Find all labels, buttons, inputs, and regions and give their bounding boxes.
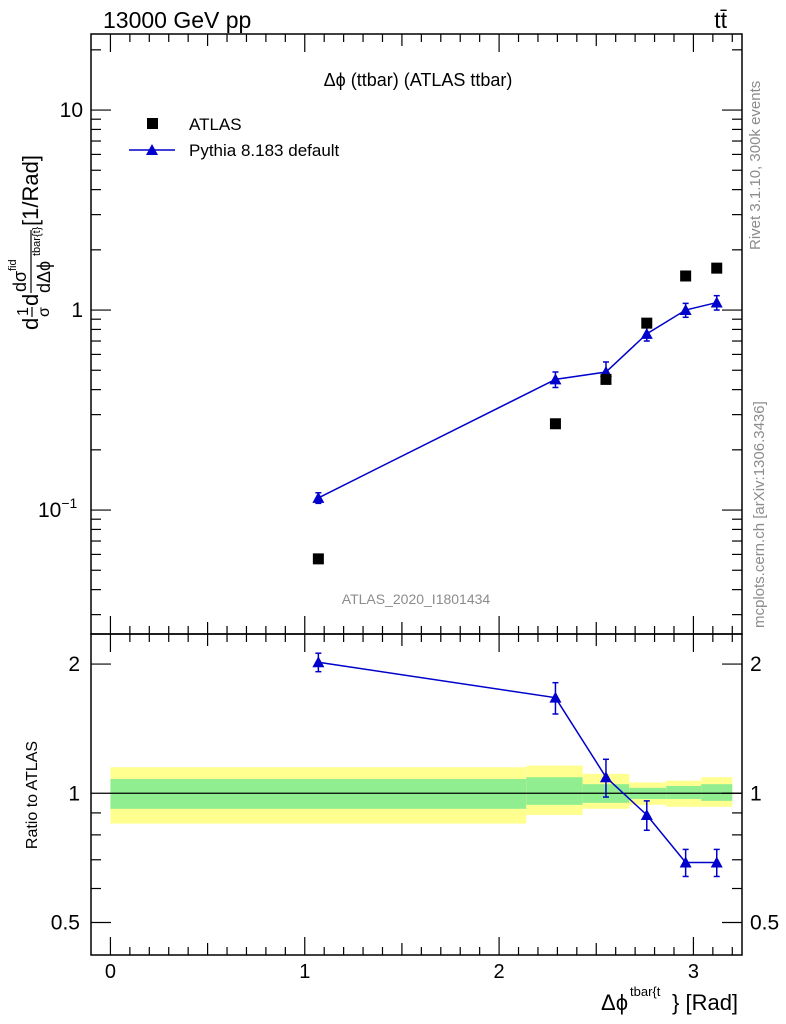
process-label: tt̄ [714, 7, 727, 33]
main-y-tick-label: 10−1 [38, 495, 78, 522]
x-axis-label: Δϕ tbar{t } [Rad] [601, 984, 738, 1015]
y-label-dsigma: dσ [10, 271, 30, 292]
inner-uncertainty-band [666, 785, 702, 799]
pythia-point [312, 491, 325, 503]
ratio-y-tick-label-right: 0.5 [750, 911, 779, 934]
atlas-point [711, 262, 723, 274]
ratio-y-tick-label-right: 1 [750, 782, 762, 805]
main-y-tick-label: 10 [60, 99, 83, 122]
main-data-layer [312, 262, 723, 565]
ratio-point [679, 856, 692, 868]
legend-atlas-label: ATLAS [189, 115, 242, 134]
atlas-point [680, 270, 692, 282]
atlas-point [600, 373, 612, 385]
ratio-y-tick-labels: 0.5 0.5 1 1 2 2 [51, 653, 779, 934]
main-y-tick-label: 1 [71, 299, 83, 322]
y-label-ddphi: dΔϕ [34, 261, 54, 293]
x-label-symbol: Δϕ [601, 990, 628, 1015]
main-axis-ticks [91, 34, 742, 634]
ratio-line [318, 661, 717, 864]
y-label-d: d [18, 318, 43, 330]
legend-pythia-marker [146, 144, 158, 155]
y-label-unit: [1/Rad] [18, 155, 43, 226]
pythia-line [318, 301, 717, 499]
ratio-uncertainty-bands [110, 765, 742, 824]
inner-uncertainty-band [526, 777, 583, 805]
ratio-point [599, 771, 612, 783]
analysis-label: ATLAS_2020_I1801434 [342, 591, 491, 607]
pythia-point [549, 373, 562, 385]
pythia-point [710, 296, 723, 308]
ratio-y-axis-label: Ratio to ATLAS [24, 741, 41, 849]
x-tick-label: 1 [299, 961, 310, 983]
ratio-point [312, 656, 325, 668]
y-label-sigma: σ [36, 307, 53, 317]
ratio-y-tick-label-left: 0.5 [51, 911, 80, 934]
ratio-y-tick-label-right: 2 [750, 653, 762, 676]
ratio-y-tick-label-left: 2 [68, 653, 80, 676]
atlas-point [549, 418, 561, 430]
x-tick-label: 0 [105, 961, 116, 983]
ratio-y-tick-label-left: 1 [68, 782, 80, 805]
inner-uncertainty-band [701, 784, 733, 801]
y-label-one: 1 [15, 307, 32, 316]
pythia-point [640, 327, 653, 339]
x-tick-label: 3 [688, 961, 699, 983]
legend-pythia-label: Pythia 8.183 default [189, 141, 340, 160]
y-label-d2: d [18, 294, 43, 306]
y-label-sub: tbar{t} [31, 226, 43, 256]
x-label-unit: } [Rad] [672, 990, 738, 1015]
rivet-label: Rivet 3.1.10, 300k events [747, 81, 764, 250]
mcplots-label: mcplots.cern.ch [arXiv:1306.3436] [751, 401, 768, 628]
main-y-axis-label: d 1 σ d dσ fid dΔϕ tbar{t} [1/Rad] [7, 155, 54, 330]
pythia-point [679, 304, 692, 316]
x-label-superscript: tbar{t [630, 984, 661, 999]
ratio-panel-frame [90, 633, 743, 956]
ratio-axis-ticks [91, 634, 742, 955]
plot-title: Δϕ (ttbar) (ATLAS ttbar) [324, 70, 513, 90]
ratio-point [549, 691, 562, 703]
legend: ATLAS Pythia 8.183 default [129, 115, 340, 160]
ratio-point [710, 856, 723, 868]
atlas-point [312, 553, 324, 565]
energy-label: 13000 GeV pp [103, 7, 251, 33]
atlas-point [641, 317, 653, 329]
ratio-data-layer [312, 652, 723, 878]
legend-atlas-marker [147, 118, 158, 129]
x-tick-label: 2 [494, 961, 505, 983]
ratio-point [640, 809, 653, 821]
y-label-fid: fid [7, 259, 19, 271]
x-tick-labels: 0 1 2 3 [105, 961, 699, 983]
